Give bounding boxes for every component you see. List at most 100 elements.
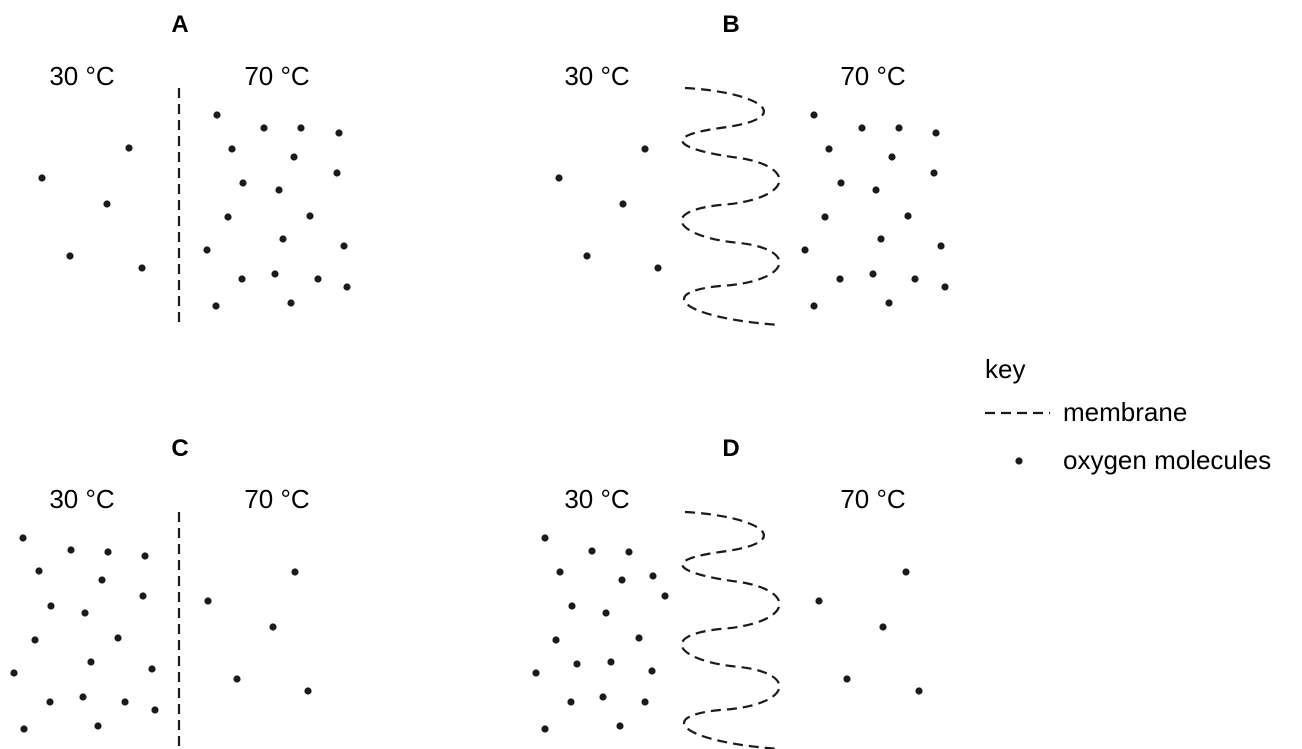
- panel-label-a: A: [171, 11, 188, 38]
- oxygen-molecule: [532, 669, 540, 677]
- panel-a-right-temperature: 70 °C: [244, 61, 309, 91]
- oxygen-molecule: [801, 246, 809, 254]
- oxygen-molecule: [588, 547, 596, 555]
- oxygen-molecule: [213, 111, 221, 119]
- oxygen-molecule: [879, 623, 887, 631]
- oxygen-molecule: [297, 124, 305, 132]
- oxygen-molecule: [79, 693, 87, 701]
- oxygen-molecule: [291, 568, 299, 576]
- panel-b-left-temperature: 30 °C: [564, 61, 629, 91]
- panel-d-membrane: [680, 510, 781, 749]
- oxygen-molecule: [343, 283, 351, 291]
- oxygen-molecule: [810, 111, 818, 119]
- oxygen-molecule: [67, 546, 75, 554]
- oxygen-molecule: [815, 597, 823, 605]
- oxygen-molecule: [616, 722, 624, 730]
- oxygen-molecule: [204, 597, 212, 605]
- oxygen-molecule: [810, 302, 818, 310]
- panel-c-right-temperature: 70 °C: [244, 484, 309, 514]
- oxygen-molecule: [641, 698, 649, 706]
- oxygen-molecule: [583, 252, 591, 260]
- oxygen-molecule: [304, 687, 312, 695]
- panel-c: C 30 °C 70 °C: [10, 435, 312, 749]
- oxygen-molecule: [139, 592, 147, 600]
- oxygen-molecule: [81, 609, 89, 617]
- oxygen-molecule: [648, 667, 656, 675]
- oxygen-molecule: [279, 235, 287, 243]
- oxygen-molecule: [269, 623, 277, 631]
- oxygen-molecule: [573, 660, 581, 668]
- oxygen-molecule: [607, 658, 615, 666]
- oxygen-molecule: [858, 124, 866, 132]
- panel-c-molecules: [10, 534, 312, 733]
- oxygen-molecule: [872, 186, 880, 194]
- oxygen-molecule: [114, 634, 122, 642]
- oxygen-molecule: [618, 576, 626, 584]
- oxygen-molecule: [224, 213, 232, 221]
- oxygen-molecule: [567, 698, 575, 706]
- oxygen-molecule: [541, 534, 549, 542]
- panel-a-left-temperature: 30 °C: [49, 61, 114, 91]
- oxygen-molecule: [821, 213, 829, 221]
- oxygen-molecule: [121, 698, 129, 706]
- oxygen-molecule: [825, 145, 833, 153]
- oxygen-molecule: [66, 252, 74, 260]
- panel-label-c: C: [171, 435, 188, 462]
- panel-a: A 30 °C 70 °C: [38, 11, 351, 328]
- oxygen-molecule: [10, 669, 18, 677]
- panel-c-left-temperature: 30 °C: [49, 484, 114, 514]
- oxygen-molecule: [937, 242, 945, 250]
- oxygen-molecule: [932, 129, 940, 137]
- oxygen-molecule: [203, 246, 211, 254]
- oxygen-molecule: [47, 602, 55, 610]
- oxygen-molecule: [275, 186, 283, 194]
- oxygen-molecule: [271, 270, 279, 278]
- oxygen-molecule: [125, 144, 133, 152]
- panel-b: B 30 °C 70 °C: [555, 11, 949, 327]
- oxygen-molecule: [902, 568, 910, 576]
- oxygen-molecule: [87, 658, 95, 666]
- oxygen-molecule: [38, 174, 46, 182]
- key-molecule-label: oxygen molecules: [1063, 445, 1271, 475]
- oxygen-molecule: [625, 548, 633, 556]
- panel-d-left-temperature: 30 °C: [564, 484, 629, 514]
- panel-b-right-temperature: 70 °C: [840, 61, 905, 91]
- oxygen-molecule: [335, 129, 343, 137]
- oxygen-molecule: [287, 299, 295, 307]
- oxygen-molecule: [46, 698, 54, 706]
- oxygen-molecule: [904, 212, 912, 220]
- panel-label-b: B: [722, 11, 739, 38]
- oxygen-molecule: [877, 235, 885, 243]
- oxygen-molecule: [239, 179, 247, 187]
- oxygen-molecule: [930, 169, 938, 177]
- oxygen-molecule: [228, 145, 236, 153]
- oxygen-molecule: [260, 124, 268, 132]
- oxygen-molecule: [555, 174, 563, 182]
- oxygen-molecule: [661, 592, 669, 600]
- oxygen-molecule: [238, 275, 246, 283]
- oxygen-molecule: [885, 299, 893, 307]
- oxygen-molecule: [941, 283, 949, 291]
- oxygen-molecule: [340, 242, 348, 250]
- oxygen-molecule: [20, 725, 28, 733]
- oxygen-molecule: [31, 636, 39, 644]
- oxygen-molecule: [869, 270, 877, 278]
- oxygen-molecule: [148, 665, 156, 673]
- panel-d: D 30 °C 70 °C: [532, 435, 923, 749]
- oxygen-molecule: [138, 264, 146, 272]
- oxygen-molecule: [19, 534, 27, 542]
- panel-d-right-temperature: 70 °C: [840, 484, 905, 514]
- panel-b-membrane: [680, 86, 781, 327]
- oxygen-molecule: [836, 275, 844, 283]
- oxygen-molecule: [843, 675, 851, 683]
- oxygen-molecule: [314, 275, 322, 283]
- panel-label-d: D: [722, 435, 739, 462]
- key-title: key: [985, 354, 1025, 384]
- oxygen-molecule: [94, 722, 102, 730]
- oxygen-molecule: [103, 200, 111, 208]
- oxygen-molecule: [212, 302, 220, 310]
- oxygen-molecule: [911, 275, 919, 283]
- oxygen-molecule: [568, 602, 576, 610]
- oxygen-molecule: [635, 634, 643, 642]
